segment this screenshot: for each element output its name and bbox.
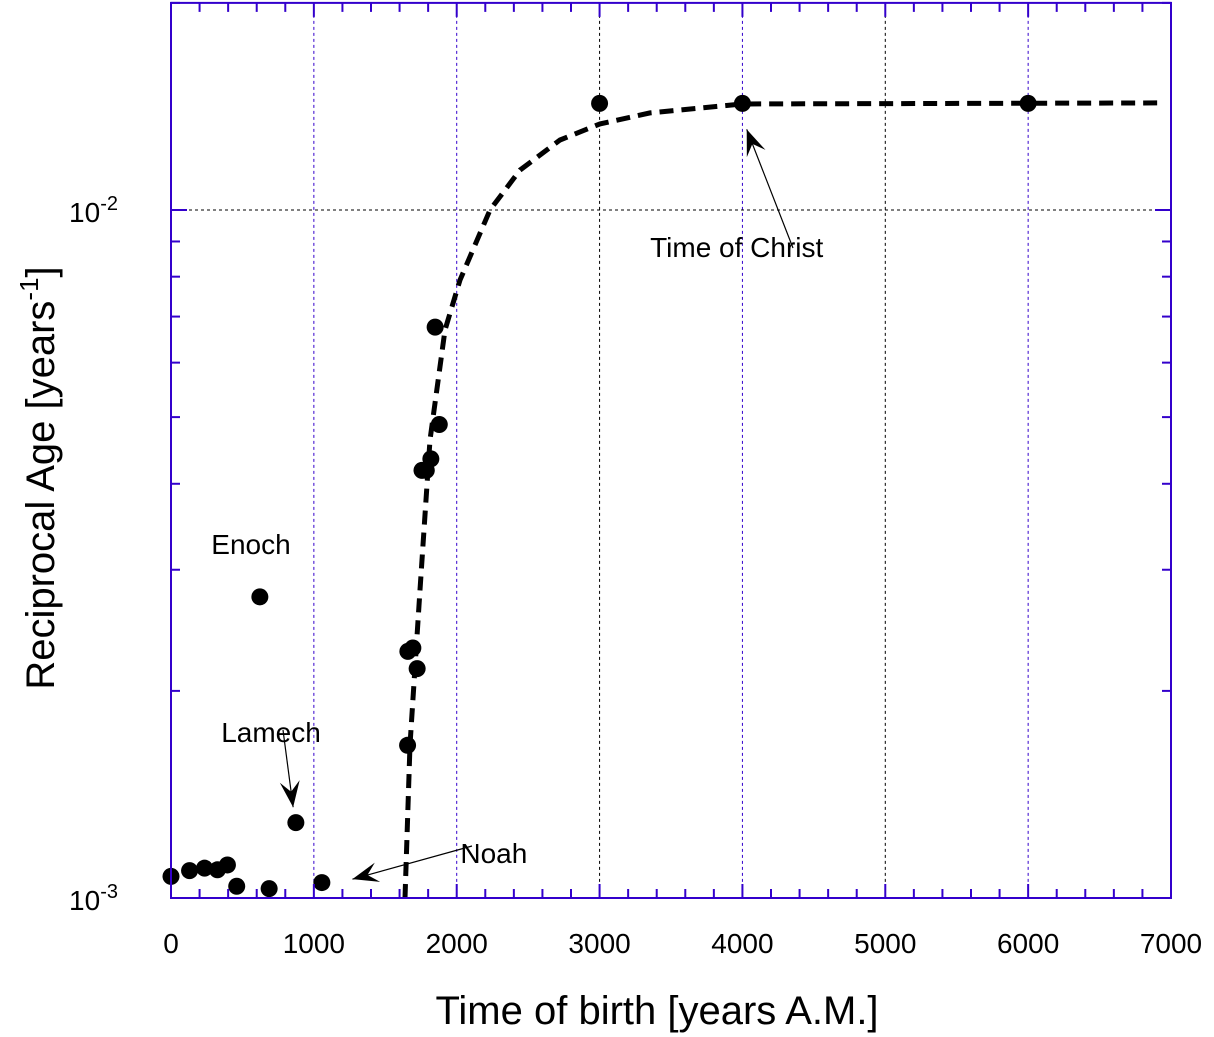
data-point <box>733 94 751 112</box>
x-tick-label: 7000 <box>1140 928 1202 959</box>
y-tick-labels: 10-3 10-2 <box>69 193 118 916</box>
arrowhead-icon <box>352 862 381 882</box>
x-tick-label: 6000 <box>997 928 1059 959</box>
annotation-label: Time of Christ <box>650 232 823 263</box>
arrowhead-icon <box>746 129 766 158</box>
y-tick-label: 10-2 <box>69 193 118 228</box>
data-point <box>399 736 417 754</box>
data-point <box>430 415 448 433</box>
annotation-arrow <box>352 845 473 880</box>
data-point <box>426 318 444 336</box>
data-point <box>313 874 331 892</box>
x-tick-label: 3000 <box>568 928 630 959</box>
data-point <box>218 856 236 874</box>
x-tick-label: 4000 <box>711 928 773 959</box>
data-point <box>591 94 609 112</box>
data-point <box>260 880 278 898</box>
data-point <box>251 588 269 606</box>
x-tick-label: 1000 <box>283 928 345 959</box>
data-point <box>181 862 199 880</box>
fit-curve <box>402 100 1161 899</box>
data-point <box>404 639 422 657</box>
x-tick-labels: 0 1000 2000 3000 4000 5000 6000 7000 <box>163 928 1202 959</box>
plot-frame <box>170 1 1172 900</box>
y-tick-label: 10-3 <box>69 881 118 916</box>
arrowhead-icon <box>279 780 300 808</box>
data-point <box>228 877 246 895</box>
fit-curve-group <box>402 100 1161 899</box>
x-tick-label: 0 <box>163 928 179 959</box>
annotation-label: Enoch <box>211 529 290 560</box>
axes <box>170 1 1172 900</box>
x-axis-title: Time of birth [years A.M.] <box>435 989 878 1033</box>
x-tick-label: 5000 <box>854 928 916 959</box>
grid <box>171 2 1171 898</box>
x-tick-label: 2000 <box>426 928 488 959</box>
data-point <box>287 814 305 832</box>
data-point <box>196 859 214 877</box>
data-point <box>1019 94 1037 112</box>
data-point <box>422 450 440 468</box>
data-point <box>408 660 426 678</box>
annotation-label: Lamech <box>221 717 321 748</box>
annotations: Enoch Lamech Noah Time of Christ <box>211 129 824 882</box>
data-points <box>162 94 1037 898</box>
y-axis-title: Reciprocal Age [years-1] <box>14 266 63 689</box>
annotation-arrow <box>746 129 794 249</box>
annotation-label: Noah <box>460 838 527 869</box>
